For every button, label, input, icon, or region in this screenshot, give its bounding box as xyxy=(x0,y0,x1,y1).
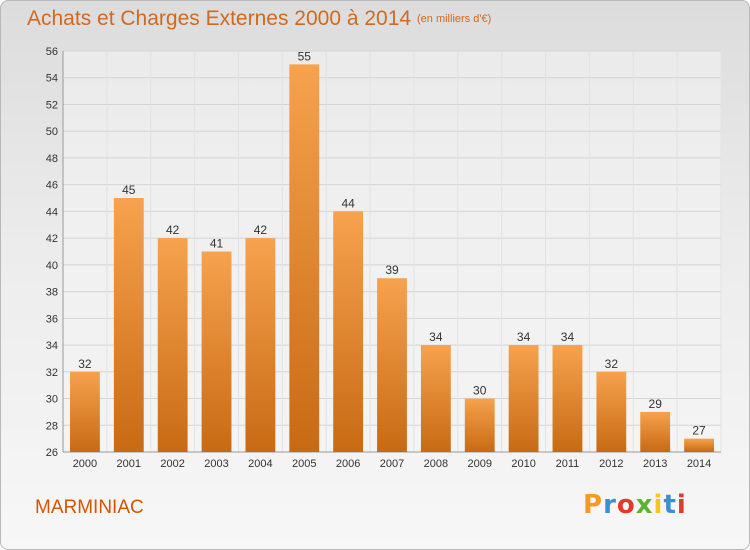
data-label: 29 xyxy=(649,397,663,411)
x-tick-label: 2005 xyxy=(292,458,316,470)
chart-title: Achats et Charges Externes 2000 à 2014 xyxy=(27,7,412,30)
bar-2014 xyxy=(684,438,714,452)
y-tick-label: 32 xyxy=(46,367,58,379)
x-tick-label: 2000 xyxy=(73,458,97,470)
x-tick-label: 2014 xyxy=(687,458,711,470)
x-tick-label: 2012 xyxy=(599,458,623,470)
y-tick-label: 46 xyxy=(46,180,58,192)
y-tick-label: 48 xyxy=(46,153,58,165)
proxiti-logo: Proxiti xyxy=(583,490,687,520)
data-label: 34 xyxy=(561,330,575,344)
logo-letter: t xyxy=(663,490,677,520)
x-tick-label: 2006 xyxy=(336,458,360,470)
bar-2008 xyxy=(420,345,451,452)
y-tick-label: 30 xyxy=(46,394,58,406)
bar-2012 xyxy=(596,371,627,452)
y-tick-label: 40 xyxy=(46,260,58,272)
data-label: 42 xyxy=(166,223,180,237)
x-tick-label: 2010 xyxy=(511,458,535,470)
x-tick-label: 2011 xyxy=(556,458,580,470)
bar-2004 xyxy=(245,238,276,452)
x-tick-label: 2003 xyxy=(204,458,228,470)
logo-letter: i xyxy=(676,490,687,520)
data-label: 39 xyxy=(385,263,399,277)
x-tick-label: 2009 xyxy=(467,458,491,470)
logo-letter: i xyxy=(653,490,664,520)
data-label: 42 xyxy=(254,223,268,237)
data-label: 34 xyxy=(517,330,531,344)
y-tick-label: 26 xyxy=(46,447,58,459)
bar-2002 xyxy=(157,238,188,452)
logo-letter: x xyxy=(635,490,654,520)
data-label: 30 xyxy=(473,384,487,398)
commune-name: MARMINIAC xyxy=(35,497,144,518)
x-tick-label: 2004 xyxy=(248,458,272,470)
data-label: 32 xyxy=(78,357,92,371)
x-tick-label: 2007 xyxy=(380,458,404,470)
y-tick-label: 54 xyxy=(46,73,58,85)
x-tick-label: 2008 xyxy=(424,458,448,470)
y-tick-label: 42 xyxy=(46,233,58,245)
bar-2003 xyxy=(201,251,232,452)
data-label: 44 xyxy=(341,196,355,210)
y-tick-label: 44 xyxy=(46,206,58,218)
y-tick-label: 56 xyxy=(46,46,58,58)
y-tick-label: 34 xyxy=(46,340,58,352)
logo-letter: o xyxy=(616,490,636,520)
y-tick-label: 50 xyxy=(46,126,58,138)
bar-2010 xyxy=(508,345,539,452)
x-tick-label: 2013 xyxy=(643,458,667,470)
logo-letter: r xyxy=(603,490,617,520)
bar-2006 xyxy=(333,211,364,452)
bar-2005 xyxy=(289,64,320,452)
bar-2007 xyxy=(377,278,407,452)
data-label: 55 xyxy=(298,49,312,63)
y-tick-label: 36 xyxy=(46,313,58,325)
x-tick-label: 2002 xyxy=(160,458,184,470)
bar-2009 xyxy=(464,398,495,452)
y-tick-label: 28 xyxy=(46,420,58,432)
bar-2011 xyxy=(552,345,583,452)
bar-2000 xyxy=(70,371,100,452)
data-label: 32 xyxy=(605,357,619,371)
chart-subtitle: (en milliers d'€) xyxy=(417,13,492,25)
y-tick-label: 52 xyxy=(46,99,58,111)
y-tick-label: 38 xyxy=(46,287,58,299)
data-label: 45 xyxy=(122,183,136,197)
data-label: 41 xyxy=(210,237,224,251)
x-tick-label: 2001 xyxy=(117,458,141,470)
data-label: 34 xyxy=(429,330,443,344)
bar-2013 xyxy=(640,411,671,452)
data-label: 27 xyxy=(692,424,706,438)
bar-2001 xyxy=(113,198,144,452)
logo-letter: P xyxy=(583,490,604,520)
